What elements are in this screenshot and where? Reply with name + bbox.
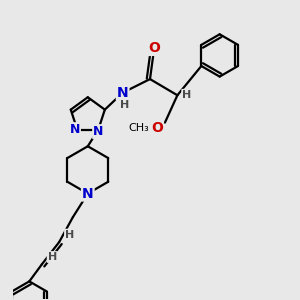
Text: H: H: [65, 230, 74, 240]
Text: O: O: [151, 121, 163, 135]
Text: N: N: [117, 86, 128, 100]
Text: O: O: [148, 41, 160, 55]
Text: N: N: [82, 187, 94, 200]
Text: CH₃: CH₃: [129, 123, 149, 133]
Text: H: H: [48, 252, 57, 262]
Text: H: H: [182, 90, 191, 100]
Text: N: N: [70, 123, 80, 136]
Text: N: N: [93, 125, 104, 138]
Text: H: H: [121, 100, 130, 110]
